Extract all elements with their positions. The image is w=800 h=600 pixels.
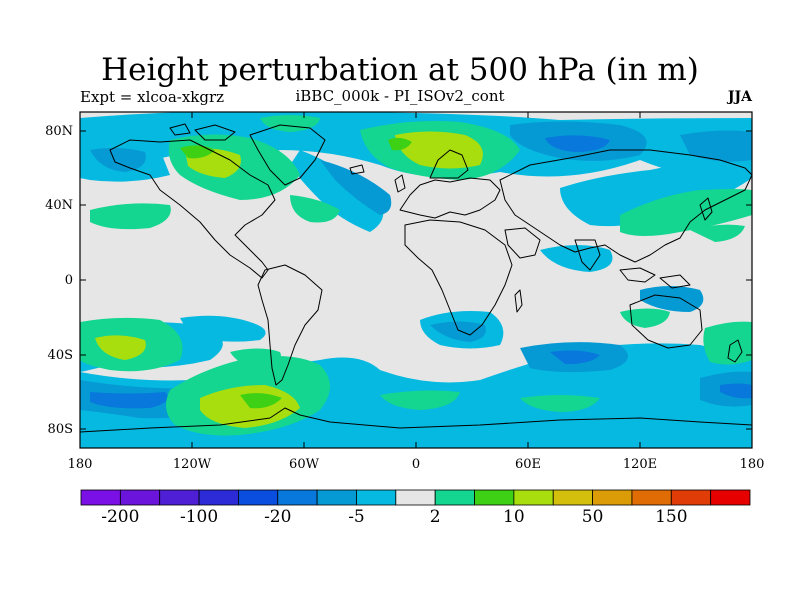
comparison-label: iBBC_000k - PI_ISOv2_cont <box>295 87 505 105</box>
colorbar-swatch <box>80 489 121 506</box>
field-sa-neg <box>430 321 486 342</box>
colorbar-swatch <box>198 489 239 506</box>
y-axis <box>80 130 752 430</box>
colorbar-label: 150 <box>655 507 687 527</box>
field-atlantic-neg <box>320 160 392 215</box>
xtick-120e: 120E <box>623 457 657 472</box>
xtick-60e: 60E <box>515 457 541 472</box>
field-central-asia <box>560 149 752 227</box>
colorbar-label: 50 <box>582 507 604 527</box>
xtick-60w: 60W <box>289 457 320 472</box>
colorbar <box>80 489 751 506</box>
field-indian-pos <box>690 224 745 242</box>
field-sh-atlantic-pos <box>230 348 281 368</box>
xtick-180e: 180 <box>740 457 765 472</box>
colorbar-label: -5 <box>348 507 365 527</box>
field-australia-pos <box>620 308 670 328</box>
field-europe-peak <box>395 131 483 169</box>
colorbar-swatch <box>434 489 475 506</box>
colorbar-label: 10 <box>503 507 525 527</box>
season-label: JJA <box>727 89 752 105</box>
colorbar-swatch <box>552 489 593 506</box>
experiment-label: Expt = xlcoa-xkgrz <box>80 88 225 106</box>
colorbar-swatch <box>513 489 554 506</box>
xtick-180w: 180 <box>68 457 93 472</box>
field-nz-deep <box>720 383 752 399</box>
field-tasman-neg <box>640 286 704 312</box>
field-south-pacific-deep <box>90 392 168 409</box>
field-nz-pos <box>703 321 752 365</box>
field-tropical-east <box>540 245 613 272</box>
ytick-0: 0 <box>65 273 73 288</box>
field-nw-pacific-pos <box>620 189 752 236</box>
colorbar-swatch <box>119 489 161 506</box>
ytick-80s: 80S <box>48 422 73 437</box>
plot-title: Height perturbation at 500 hPa (in m) <box>101 52 699 88</box>
colorbar-swatch <box>238 489 279 506</box>
coastlines <box>80 123 752 433</box>
colorbar-swatch <box>592 489 633 506</box>
field-europe-inner <box>388 137 412 151</box>
contour-fields <box>80 112 752 448</box>
colorbar-label: -200 <box>101 507 139 527</box>
ytick-80n: 80N <box>45 124 73 139</box>
field-sa-atlantic <box>180 315 266 342</box>
ytick-40n: 40N <box>45 198 73 213</box>
field-pacific-north-neg <box>90 147 146 172</box>
colorbar-swatch <box>316 489 357 506</box>
colorbar-swatch <box>710 489 751 506</box>
field-atlantic-diag <box>290 150 384 232</box>
colorbar-label: -100 <box>180 507 218 527</box>
xtick-120w: 120W <box>173 457 212 472</box>
field-antarctic-e-pos <box>520 395 600 412</box>
field-east-siberia-neg <box>680 130 752 162</box>
field-n-pacific-pos <box>90 203 171 230</box>
colorbar-swatch <box>670 489 712 506</box>
colorbar-swatch <box>395 489 436 506</box>
field-sh-pacific-peak <box>95 335 146 360</box>
colorbar-swatch <box>356 489 397 506</box>
colorbar-swatch <box>159 489 200 506</box>
colorbar-swatch <box>631 489 672 506</box>
colorbar-swatch <box>474 489 515 506</box>
field-siberia-deep <box>545 135 610 152</box>
colorbar-labels: -200 -100 -20 -5 2 10 50 150 <box>101 507 687 527</box>
field-sa-south-pos <box>380 390 460 410</box>
field-n-atlantic-pos <box>290 195 340 223</box>
xtick-0: 0 <box>412 457 420 472</box>
ytick-40s: 40S <box>48 348 73 363</box>
field-indian-deep <box>550 350 600 365</box>
colorbar-label: 2 <box>430 507 441 527</box>
x-axis <box>79 112 753 448</box>
colorbar-swatch <box>277 489 318 506</box>
colorbar-label: -20 <box>264 507 291 527</box>
field-antarctic-inner <box>240 393 282 409</box>
